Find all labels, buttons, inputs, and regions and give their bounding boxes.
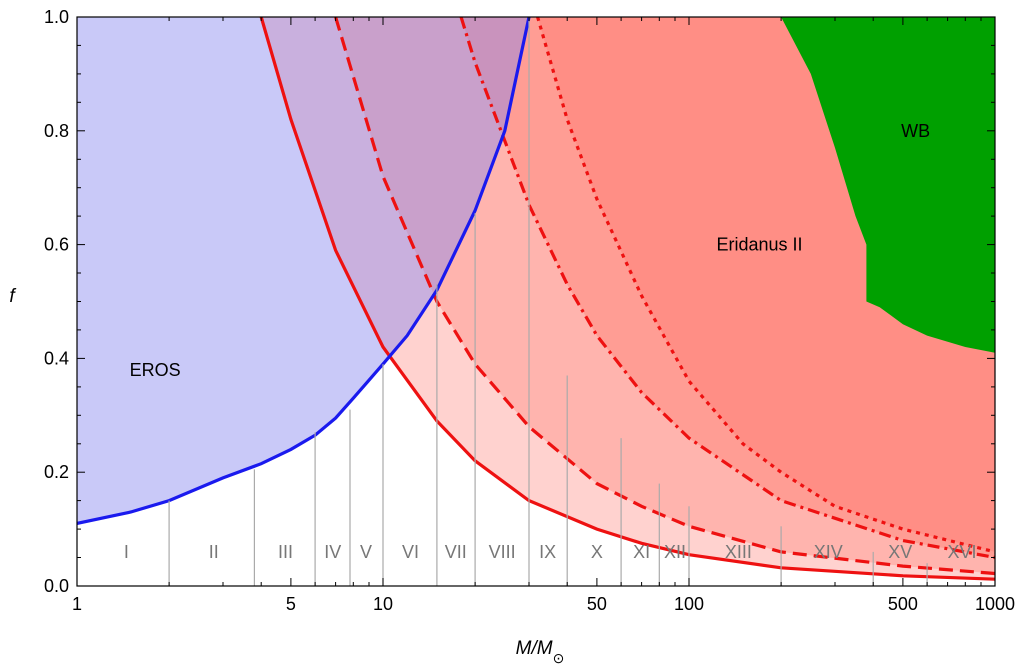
eros-curve	[77, 17, 531, 525]
y-axis-title: f	[9, 286, 16, 307]
bin-label: III	[278, 542, 293, 562]
bin-label: V	[360, 542, 372, 562]
x-tick-label: 100	[674, 594, 704, 614]
region-label-eridanus-ii: Eridanus II	[716, 235, 802, 255]
bin-label: XV	[888, 542, 912, 562]
x-tick-label: 1000	[975, 594, 1015, 614]
bin-label: XI	[633, 542, 650, 562]
x-axis-title-text: M/M	[516, 638, 553, 659]
region-label-wb: WB	[901, 121, 930, 141]
region-labels: EROS Eridanus II WB	[130, 121, 931, 380]
axis-ticks: 1 5 10 50 100 500 1000 0.0 0.2 0.4 0.6 0.8 1.0	[44, 7, 1015, 614]
y-tick-label: 0.4	[44, 348, 69, 368]
bin-label: VII	[445, 542, 467, 562]
bin-label: VIII	[489, 542, 516, 562]
region-label-eros: EROS	[130, 360, 181, 380]
y-tick-label: 0.2	[44, 462, 69, 482]
x-tick-label: 1	[72, 594, 82, 614]
bin-label: XIII	[725, 542, 752, 562]
bin-label: II	[209, 542, 219, 562]
wb-region	[781, 17, 995, 353]
y-tick-label: 0.0	[44, 576, 69, 596]
y-tick-label: 0.8	[44, 121, 69, 141]
bin-label: XIV	[814, 542, 843, 562]
bin-label: I	[124, 542, 129, 562]
bin-label: VI	[402, 542, 419, 562]
y-tick-label: 1.0	[44, 7, 69, 27]
x-tick-label: 500	[888, 594, 918, 614]
bin-label: XII	[664, 542, 686, 562]
eros-region	[77, 17, 529, 524]
bin-label: XVI	[947, 542, 976, 562]
x-axis-title: M/M⊙	[516, 638, 565, 666]
x-tick-label: 5	[286, 594, 296, 614]
eridanus-curve-dashdot	[459, 17, 995, 560]
bin-label: IV	[324, 542, 341, 562]
x-axis-title-symbol: ⊙	[553, 650, 565, 666]
y-tick-label: 0.6	[44, 235, 69, 255]
eridanus-curve-dashed	[334, 17, 995, 576]
region-fills	[77, 17, 995, 580]
x-tick-label: 50	[587, 594, 607, 614]
x-tick-label: 10	[373, 594, 393, 614]
bin-label: IX	[539, 542, 556, 562]
mass-bins: I II III IV V VI VII VIII IX X XI XII XIII XIV XV XVI	[124, 17, 977, 586]
bin-label: X	[591, 542, 603, 562]
